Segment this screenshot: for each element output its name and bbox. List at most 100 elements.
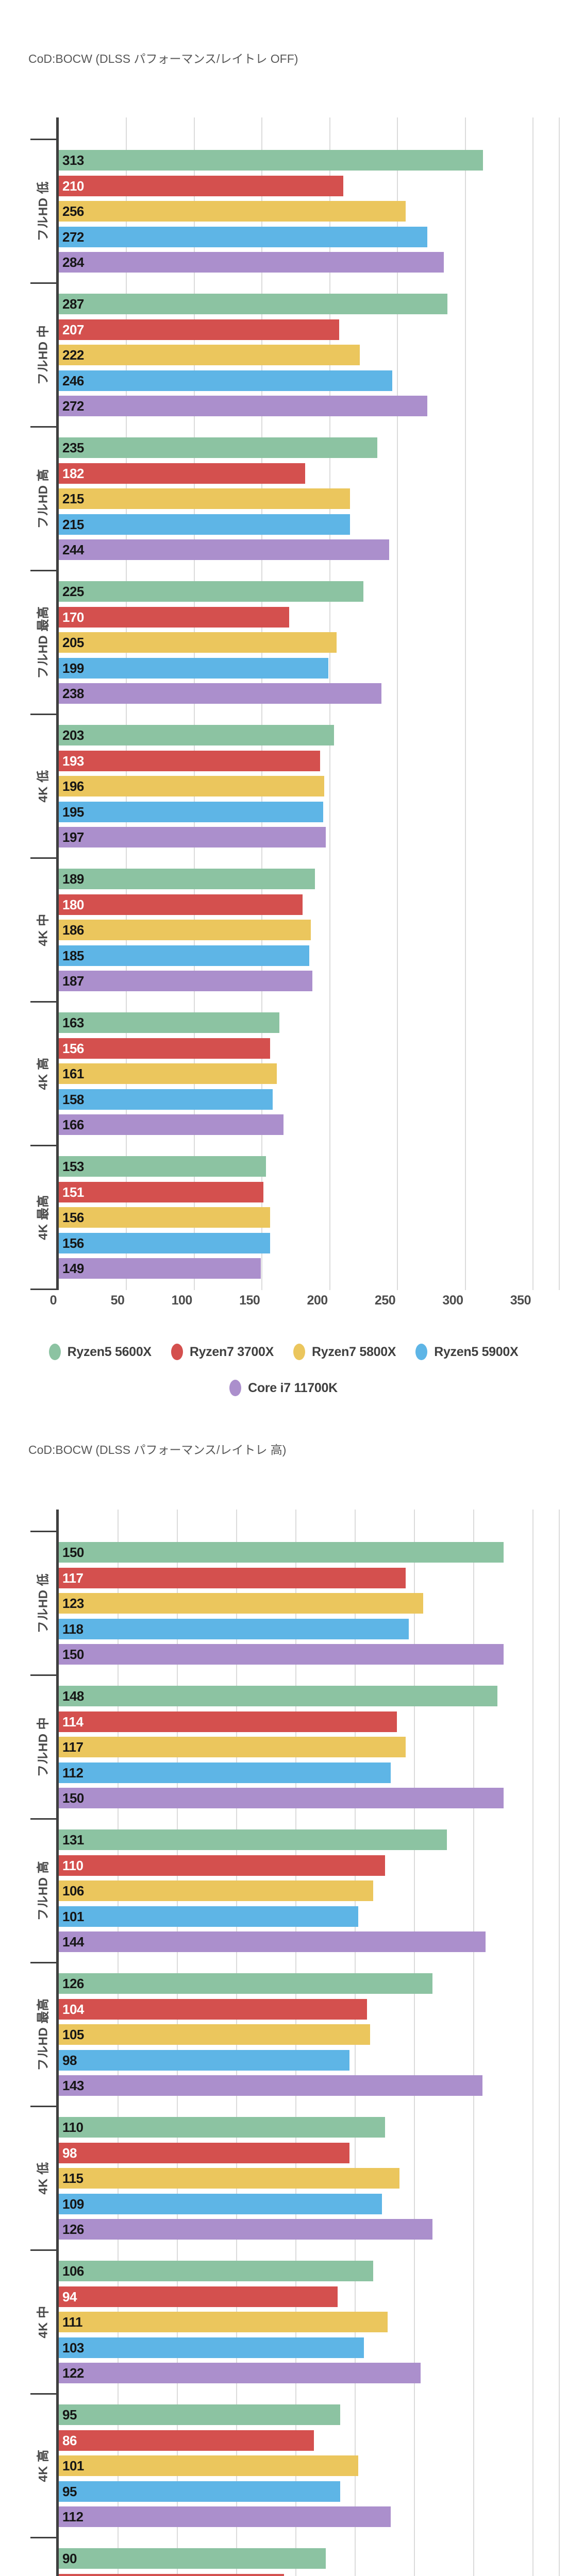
bar: 126 <box>59 2219 432 2240</box>
y-axis-tick <box>30 1962 56 1963</box>
bar-value-label: 126 <box>62 1976 84 1991</box>
y-axis-tick <box>30 1531 56 1532</box>
legend-row: Ryzen5 5600X Ryzen7 3700X Ryzen7 5800X Ryze… <box>0 1344 567 1360</box>
chart-title: CoD:BOCW (DLSS パフォーマンス/レイトレ OFF) <box>28 52 298 65</box>
bar: 256 <box>59 201 406 222</box>
bar-value-label: 94 <box>62 2289 77 2304</box>
bar-value-label: 111 <box>62 2314 83 2330</box>
bar: 222 <box>59 345 360 366</box>
x-axis-tick-label: 300 <box>442 1293 463 1308</box>
bar: 180 <box>59 894 303 915</box>
bar-value-label: 205 <box>62 635 84 651</box>
bar-value-label: 156 <box>62 1210 84 1226</box>
bar-value-label: 98 <box>62 2145 77 2161</box>
bar: 126 <box>59 1973 432 1994</box>
bar-value-label: 148 <box>62 1688 84 1704</box>
bar-value-label: 109 <box>62 2196 84 2212</box>
bar-value-label: 150 <box>62 1545 84 1560</box>
bar: 131 <box>59 1829 447 1850</box>
bar-value-label: 101 <box>62 1908 84 1924</box>
bar: 148 <box>59 1686 497 1706</box>
y-axis-tick <box>30 857 56 859</box>
bar-value-label: 246 <box>62 372 84 388</box>
y-axis-tick <box>30 2537 56 2538</box>
bar: 95 <box>59 2404 341 2425</box>
x-axis-tick-label: 200 <box>307 1293 328 1308</box>
bar-value-label: 170 <box>62 609 84 625</box>
bar: 182 <box>59 463 306 484</box>
gridline <box>464 117 466 1290</box>
bar: 86 <box>59 2430 314 2451</box>
gridline <box>397 117 398 1290</box>
bar-value-label: 215 <box>62 491 84 507</box>
bar: 272 <box>59 396 427 417</box>
bar: 143 <box>59 2075 483 2096</box>
bar: 117 <box>59 1737 406 1758</box>
y-axis-tick <box>30 2249 56 2251</box>
y-axis-tick <box>30 570 56 571</box>
legend-label: Core i7 11700K <box>248 1380 338 1395</box>
y-axis-line <box>56 1510 59 2576</box>
gridline <box>473 1510 474 2576</box>
bar: 199 <box>59 657 329 679</box>
bar: 111 <box>59 2312 388 2333</box>
bar-value-label: 114 <box>62 1714 84 1730</box>
bar: 185 <box>59 945 310 966</box>
gridline <box>532 117 533 1290</box>
bar-value-label: 185 <box>62 947 84 963</box>
bar: 284 <box>59 252 444 273</box>
bar-value-label: 101 <box>62 2458 84 2474</box>
bar: 151 <box>59 1181 263 1202</box>
bar-value-label: 225 <box>62 584 84 599</box>
gridline <box>532 1510 533 2576</box>
bar-value-label: 187 <box>62 973 84 989</box>
plot-right-border <box>559 1510 560 2576</box>
bar-value-label: 161 <box>62 1066 84 1082</box>
bar: 156 <box>59 1232 271 1253</box>
bar: 105 <box>59 2024 370 2045</box>
legend-item: Core i7 11700K <box>229 1380 338 1396</box>
x-axis-tick-label: 250 <box>374 1293 396 1308</box>
bar: 207 <box>59 319 340 340</box>
bar: 103 <box>59 2337 364 2358</box>
bar-value-label: 287 <box>62 296 84 312</box>
bar: 196 <box>59 776 325 797</box>
bar-value-label: 103 <box>62 2340 84 2355</box>
bar: 110 <box>59 2117 385 2138</box>
x-axis-tick-label: 50 <box>110 1293 125 1308</box>
bar-value-label: 90 <box>62 2551 77 2566</box>
bar: 112 <box>59 2506 391 2528</box>
bar-value-label: 163 <box>62 1015 84 1030</box>
bar-value-label: 215 <box>62 516 84 532</box>
bar: 76 <box>59 2573 284 2576</box>
bar-value-label: 123 <box>62 1596 84 1612</box>
bar: 150 <box>59 1542 504 1563</box>
bar: 187 <box>59 971 312 992</box>
bar-value-label: 131 <box>62 1832 84 1848</box>
group-label: フルHD 低 <box>36 1573 51 1633</box>
group-label: 4K 高 <box>36 2449 51 2482</box>
bar: 235 <box>59 437 377 458</box>
bar-value-label: 199 <box>62 660 84 676</box>
y-axis-tick <box>30 139 56 140</box>
group-label: 4K 最高 <box>36 1194 51 1240</box>
bar: 195 <box>59 801 323 822</box>
bar-value-label: 182 <box>62 465 84 481</box>
legend-marker-icon <box>171 1344 183 1360</box>
legend-marker-icon <box>229 1380 242 1396</box>
bar: 203 <box>59 725 334 745</box>
bar: 95 <box>59 2481 341 2502</box>
bar: 246 <box>59 370 392 391</box>
x-axis-tick-label: 150 <box>239 1293 260 1308</box>
bar-value-label: 235 <box>62 440 84 455</box>
bar: 150 <box>59 1788 504 1809</box>
bar: 115 <box>59 2168 400 2189</box>
bar-value-label: 112 <box>62 1765 84 1781</box>
bar-value-label: 207 <box>62 321 84 337</box>
bar: 98 <box>59 2049 349 2071</box>
bar: 122 <box>59 2363 421 2384</box>
bar-value-label: 95 <box>62 2483 77 2499</box>
bar-value-label: 104 <box>62 2001 84 2017</box>
bar: 101 <box>59 2455 358 2477</box>
bar-value-label: 313 <box>62 152 84 168</box>
